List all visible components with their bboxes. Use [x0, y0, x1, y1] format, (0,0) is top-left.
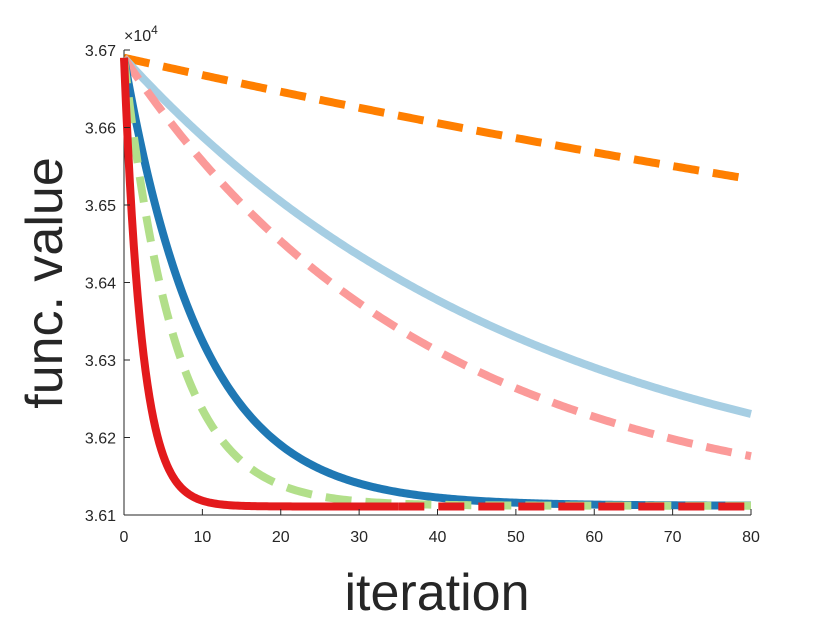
y-tick-label: 3.61 [85, 508, 116, 525]
y-ticks: 3.61 3.62 3.63 3.64 3.65 3.66 3.67 [85, 43, 130, 525]
x-tick-label: 20 [272, 529, 290, 546]
x-tick-label: 70 [664, 529, 682, 546]
x-axis-title: iteration [345, 564, 530, 622]
x-tick-label: 10 [193, 529, 211, 546]
y-tick-label: 3.62 [85, 431, 116, 448]
series-lightblue-solid [121, 55, 754, 418]
y-tick-label: 3.63 [85, 353, 116, 370]
y-tick-label: 3.67 [85, 43, 116, 60]
x-ticks: 0 10 20 30 40 50 60 70 80 [120, 509, 760, 546]
x-tick-label: 80 [742, 529, 760, 546]
y-tick-label: 3.66 [85, 121, 116, 138]
series-pink-dashed [120, 55, 754, 461]
y-tick-label: 3.65 [85, 198, 116, 215]
x-tick-label: 60 [585, 529, 603, 546]
y-exponent-base: ×10 [124, 28, 151, 45]
y-exponent-label: ×104 [124, 23, 158, 45]
series-orange-dashed [121, 53, 754, 184]
series-red-solid [120, 57, 401, 511]
x-tick-label: 0 [120, 529, 129, 546]
x-tick-label: 40 [429, 529, 447, 546]
y-exponent-power: 4 [151, 23, 158, 37]
y-tick-label: 3.64 [85, 276, 116, 293]
y-axis-title: func. value [16, 157, 74, 409]
x-tick-label: 50 [507, 529, 525, 546]
axes [123, 50, 751, 516]
series-lines [120, 53, 754, 511]
x-tick-label: 30 [350, 529, 368, 546]
